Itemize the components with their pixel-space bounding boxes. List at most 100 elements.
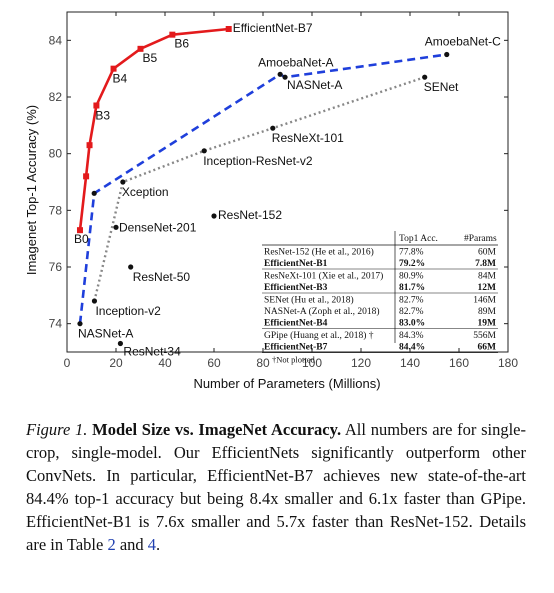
point-label: Inception-ResNet-v2 [203,154,313,168]
table-cell-params: 7.8M [475,259,496,269]
caption-text-3: . [156,535,161,554]
series-line-gray-dotted [93,76,426,302]
x-tick-label: 180 [498,356,518,370]
data-point-marker [201,148,207,154]
data-point-marker [86,142,93,149]
table-ref-link-1[interactable]: 2 [107,535,116,554]
table-cell-model: EfficientNet-B3 [264,283,328,293]
point-label: SENet [424,80,459,94]
x-tick-label: 140 [400,356,420,370]
data-point-marker [211,213,217,219]
table-cell-params: 19M [478,319,497,329]
point-label: AmoebaNet-C [425,35,501,49]
table-cell-acc: 82.7% [399,296,424,306]
data-point-marker [91,298,98,304]
point-label: AmoebaNet-A [258,55,333,69]
table-cell-model: SENet (Hu et al., 2018) [264,295,354,306]
figure-caption: Figure 1. Model Size vs. ImageNet Accura… [26,418,526,556]
table-cell-model: EfficientNet-B1 [264,259,328,269]
y-tick-label: 78 [49,203,63,217]
table-cell-params: 12M [478,283,497,293]
point-label: NASNet-A [78,327,133,341]
table-cell-acc: 83.0% [399,319,425,329]
table-cell-params: 66M [478,343,497,353]
plot-frame [66,11,509,353]
data-point-marker [277,71,283,77]
x-tick-label: 0 [64,356,71,370]
data-point-marker [113,224,119,230]
data-point-marker [91,190,97,196]
x-tick-label: 60 [207,356,221,370]
data-point-marker [128,264,134,270]
point-label: ResNet-34 [123,345,181,359]
table-cell-params: 89M [478,307,497,317]
series-line-red-solid [78,27,229,231]
x-tick-label: 120 [351,356,371,370]
table-cell-model: ResNet-152 (He et al., 2016) [264,247,374,258]
data-points [76,26,450,347]
y-tick-label: 74 [49,317,63,331]
data-point-marker [422,74,428,80]
table-cell-acc: 80.9% [399,272,424,282]
y-tick-label: 84 [49,33,63,47]
table-cell-params: 146M [473,296,496,306]
x-tick-label: 80 [256,356,270,370]
table-cell-model: EfficientNet-B4 [264,319,328,329]
y-tick-label: 76 [49,260,63,274]
caption-text-2: and [115,535,148,554]
table-cell-acc: 77.8% [399,248,424,258]
data-point-marker [169,31,176,38]
point-label: B6 [174,37,189,51]
data-point-marker [444,51,450,58]
data-point-marker [83,173,90,180]
table-cell-params: 60M [478,248,497,258]
table-cell-params: 556M [473,331,496,341]
data-point-marker [77,321,83,327]
point-label: B0 [74,232,89,246]
y-axis-label: Imagenet Top-1 Accuracy (%) [24,105,39,275]
axes: 0 20 40 60 80 100 120 140 160 180 74 76 78 80 82 84 [49,11,518,370]
point-label: EfficientNet-B7 [233,21,313,35]
table-header-acc: Top1 Acc. [399,234,438,244]
table-cell-model: NASNet-A (Zoph et al., 2018) [264,306,380,317]
data-point-marker [270,125,276,131]
point-label: ResNeXt-101 [272,131,344,145]
table-cell-model: EfficientNet-B7 [264,343,328,353]
point-labels: B0 B3 B4 B5 B6 EfficientNet-B7 NASNet-A AmoebaN… [74,21,501,359]
data-point-marker [93,102,100,109]
x-tick-label: 40 [158,356,172,370]
table-cell-acc: 84.4% [399,343,425,353]
point-label: NASNet-A [287,78,342,92]
data-point-marker [282,74,288,80]
x-tick-label: 20 [109,356,123,370]
x-axis-label: Number of Parameters (Millions) [193,376,380,391]
data-point-marker [117,340,124,347]
x-tick-label: 160 [449,356,469,370]
comparison-table: Top1 Acc. #Params ResNet-152 (He et al., 2… [262,231,498,365]
data-point-marker [137,45,144,52]
y-tick-label: 80 [49,147,63,161]
x-tick-label: 100 [302,356,322,370]
table-header-params: #Params [464,234,497,244]
data-point-marker [225,26,232,32]
table-cell-model: ResNeXt-101 (Xie et al., 2017) [264,271,383,282]
table-ref-link-2[interactable]: 4 [147,535,157,554]
point-label: B4 [113,72,128,86]
table-cell-params: 84M [478,272,497,282]
caption-text-1: All numbers are for single-crop, single-… [26,420,527,554]
caption-title: Model Size vs. ImageNet Accuracy. [92,420,342,439]
table-footnote: †Not plotted [272,355,315,365]
table-cell-acc: 84.3% [399,331,424,341]
point-label: Inception-v2 [95,304,161,318]
point-label: B3 [95,109,110,123]
point-label: Xception [122,185,169,199]
accuracy-vs-params-chart: 0 20 40 60 80 100 120 140 160 180 74 76 78 80 82 84 B0 B… [24,11,518,391]
point-label: DenseNet-201 [119,220,197,234]
data-point-marker [110,65,117,72]
table-cell-acc: 81.7% [399,283,425,293]
table-cell-acc: 79.2% [399,259,425,269]
data-point-marker [76,227,83,234]
y-tick-label: 82 [49,90,63,104]
point-label: ResNet-50 [133,270,191,284]
table-cell-acc: 82.7% [399,307,424,317]
